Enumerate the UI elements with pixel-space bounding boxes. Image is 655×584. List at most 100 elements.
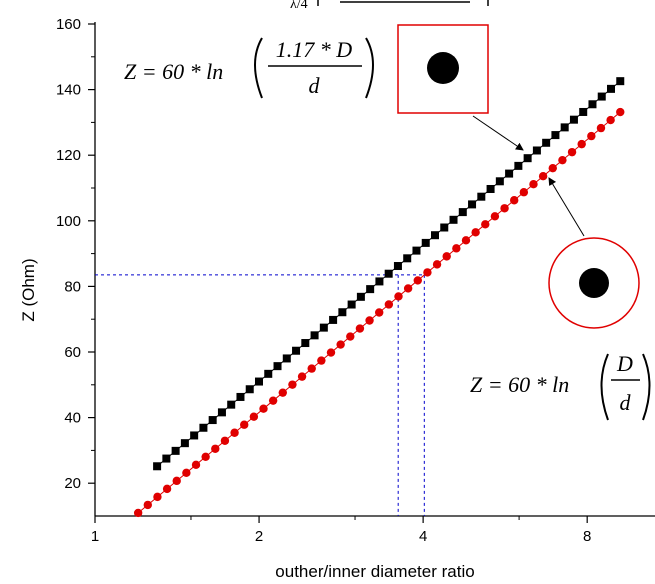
x-tick-label: 1 [91, 528, 99, 545]
data-point-circle [490, 212, 500, 221]
data-point-square [217, 408, 226, 417]
data-point-square [616, 77, 625, 86]
data-point-square [264, 369, 273, 378]
data-point-square [412, 246, 421, 255]
data-point-square [366, 285, 375, 294]
data-point-square [505, 169, 514, 178]
data-point-square [190, 431, 199, 440]
coax-circle-cross-section-icon [548, 237, 640, 329]
y-axis-title: Z (Ohm) [19, 258, 38, 321]
data-point-square [532, 146, 541, 155]
data-point-square [384, 269, 393, 278]
data-point-square [523, 154, 532, 163]
data-point-square [597, 92, 606, 101]
data-point-square [153, 462, 162, 471]
data-point-circle [307, 364, 316, 373]
data-point-square [292, 346, 301, 355]
data-point-square [227, 400, 236, 409]
formula-bottom-paren-right [642, 353, 651, 421]
data-point-circle [384, 300, 394, 309]
data-point-circle [423, 268, 432, 277]
data-point-circle [510, 196, 519, 205]
data-point-circle [153, 492, 162, 502]
data-point-circle [567, 147, 577, 157]
formula-coax-circle: Z = 60 * ln D d [470, 351, 651, 421]
data-point-circle [452, 244, 461, 253]
data-point-square [347, 300, 356, 309]
data-point-square [588, 100, 597, 109]
data-point-circle [500, 204, 509, 213]
formula-top-paren-right [365, 37, 374, 99]
data-point-square [495, 177, 504, 186]
data-point-square [430, 231, 439, 240]
y-tick-label: 140 [56, 82, 81, 99]
formula-bottom-numerator: D [616, 351, 633, 376]
data-point-square [375, 277, 384, 286]
data-point-square [245, 385, 254, 394]
data-point-circle [268, 396, 278, 405]
data-point-square [282, 354, 291, 363]
y-tick-label: 60 [64, 344, 81, 361]
data-point-square [421, 238, 430, 247]
data-point-circle [249, 412, 259, 421]
y-tick-label: 80 [64, 278, 81, 295]
data-point-square [319, 323, 328, 332]
data-point-square [356, 292, 365, 301]
arrow-to-black-curve [472, 115, 524, 151]
data-point-circle [172, 476, 181, 486]
y-tick-label: 40 [64, 410, 81, 427]
data-point-square [208, 416, 217, 425]
reference-guides [95, 274, 425, 516]
data-point-circle [394, 292, 403, 301]
data-point-square [579, 107, 588, 116]
data-point-circle [297, 372, 307, 381]
data-point-circle [355, 324, 365, 333]
formula-bottom-denominator: d [620, 390, 632, 415]
data-point-circle [133, 508, 143, 518]
data-point-square [607, 84, 616, 93]
series-markers [133, 77, 625, 518]
data-point-circle [461, 236, 471, 245]
x-tick-label: 8 [583, 528, 591, 545]
data-point-circle [230, 428, 239, 437]
data-point-square [551, 131, 560, 140]
formula-bottom-paren-left [600, 353, 609, 421]
data-point-square [560, 123, 569, 132]
data-point-square [171, 446, 180, 455]
y-tick-label: 120 [56, 147, 81, 164]
data-point-circle [336, 340, 345, 349]
x-axis-title: outher/inner diameter ratio [275, 562, 474, 581]
formula-bottom-lhs: Z = 60 * ln [470, 372, 569, 397]
top-caption-bracket [317, 0, 489, 6]
data-point-circle [346, 332, 355, 341]
data-point-circle [577, 139, 586, 149]
data-point-circle [529, 180, 538, 189]
data-point-circle [538, 171, 548, 181]
data-point-square [458, 208, 467, 217]
data-point-circle [162, 484, 172, 494]
x-tick-label: 4 [419, 528, 427, 545]
data-point-square [236, 392, 245, 401]
top-caption-fragment: λ/4 [290, 0, 308, 12]
data-point-circle [432, 260, 442, 269]
data-point-circle [201, 452, 210, 461]
data-point-circle [220, 436, 230, 445]
data-point-circle [413, 276, 422, 285]
data-point-square [254, 377, 263, 386]
data-point-square [569, 115, 578, 124]
data-point-circle [375, 308, 384, 317]
data-point-circle [143, 500, 152, 510]
formula-top-paren-left [254, 37, 263, 99]
data-point-square [477, 192, 486, 201]
data-point-square [273, 362, 282, 371]
data-point-circle [191, 460, 201, 470]
data-point-square [338, 308, 347, 317]
data-point-circle [403, 284, 413, 293]
data-point-square [199, 423, 208, 432]
data-point-circle [278, 388, 287, 397]
data-point-circle [548, 163, 557, 173]
data-point-square [468, 200, 477, 209]
data-point-circle [317, 356, 326, 365]
data-point-circle [596, 123, 606, 133]
